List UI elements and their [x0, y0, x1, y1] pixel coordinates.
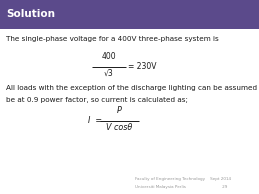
Text: Solution: Solution — [6, 9, 55, 19]
Text: I  =: I = — [88, 116, 102, 125]
Text: V cosθ: V cosθ — [106, 123, 132, 132]
Text: All loads with the exception of the discharge lighting can be assumed to: All loads with the exception of the disc… — [6, 85, 259, 91]
FancyBboxPatch shape — [0, 0, 259, 29]
Text: Universiti Malaysia Perlis                             29: Universiti Malaysia Perlis 29 — [135, 185, 227, 189]
Text: P: P — [117, 107, 121, 115]
Text: 400: 400 — [102, 52, 116, 61]
Text: be at 0.9 power factor, so current is calculated as;: be at 0.9 power factor, so current is ca… — [6, 97, 188, 102]
Text: The single-phase voltage for a 400V three-phase system is: The single-phase voltage for a 400V thre… — [6, 36, 219, 42]
Text: √3: √3 — [104, 68, 114, 77]
Text: = 230V: = 230V — [128, 62, 157, 71]
Text: Faculty of Engineering Technology    Sept 2014: Faculty of Engineering Technology Sept 2… — [135, 178, 231, 181]
